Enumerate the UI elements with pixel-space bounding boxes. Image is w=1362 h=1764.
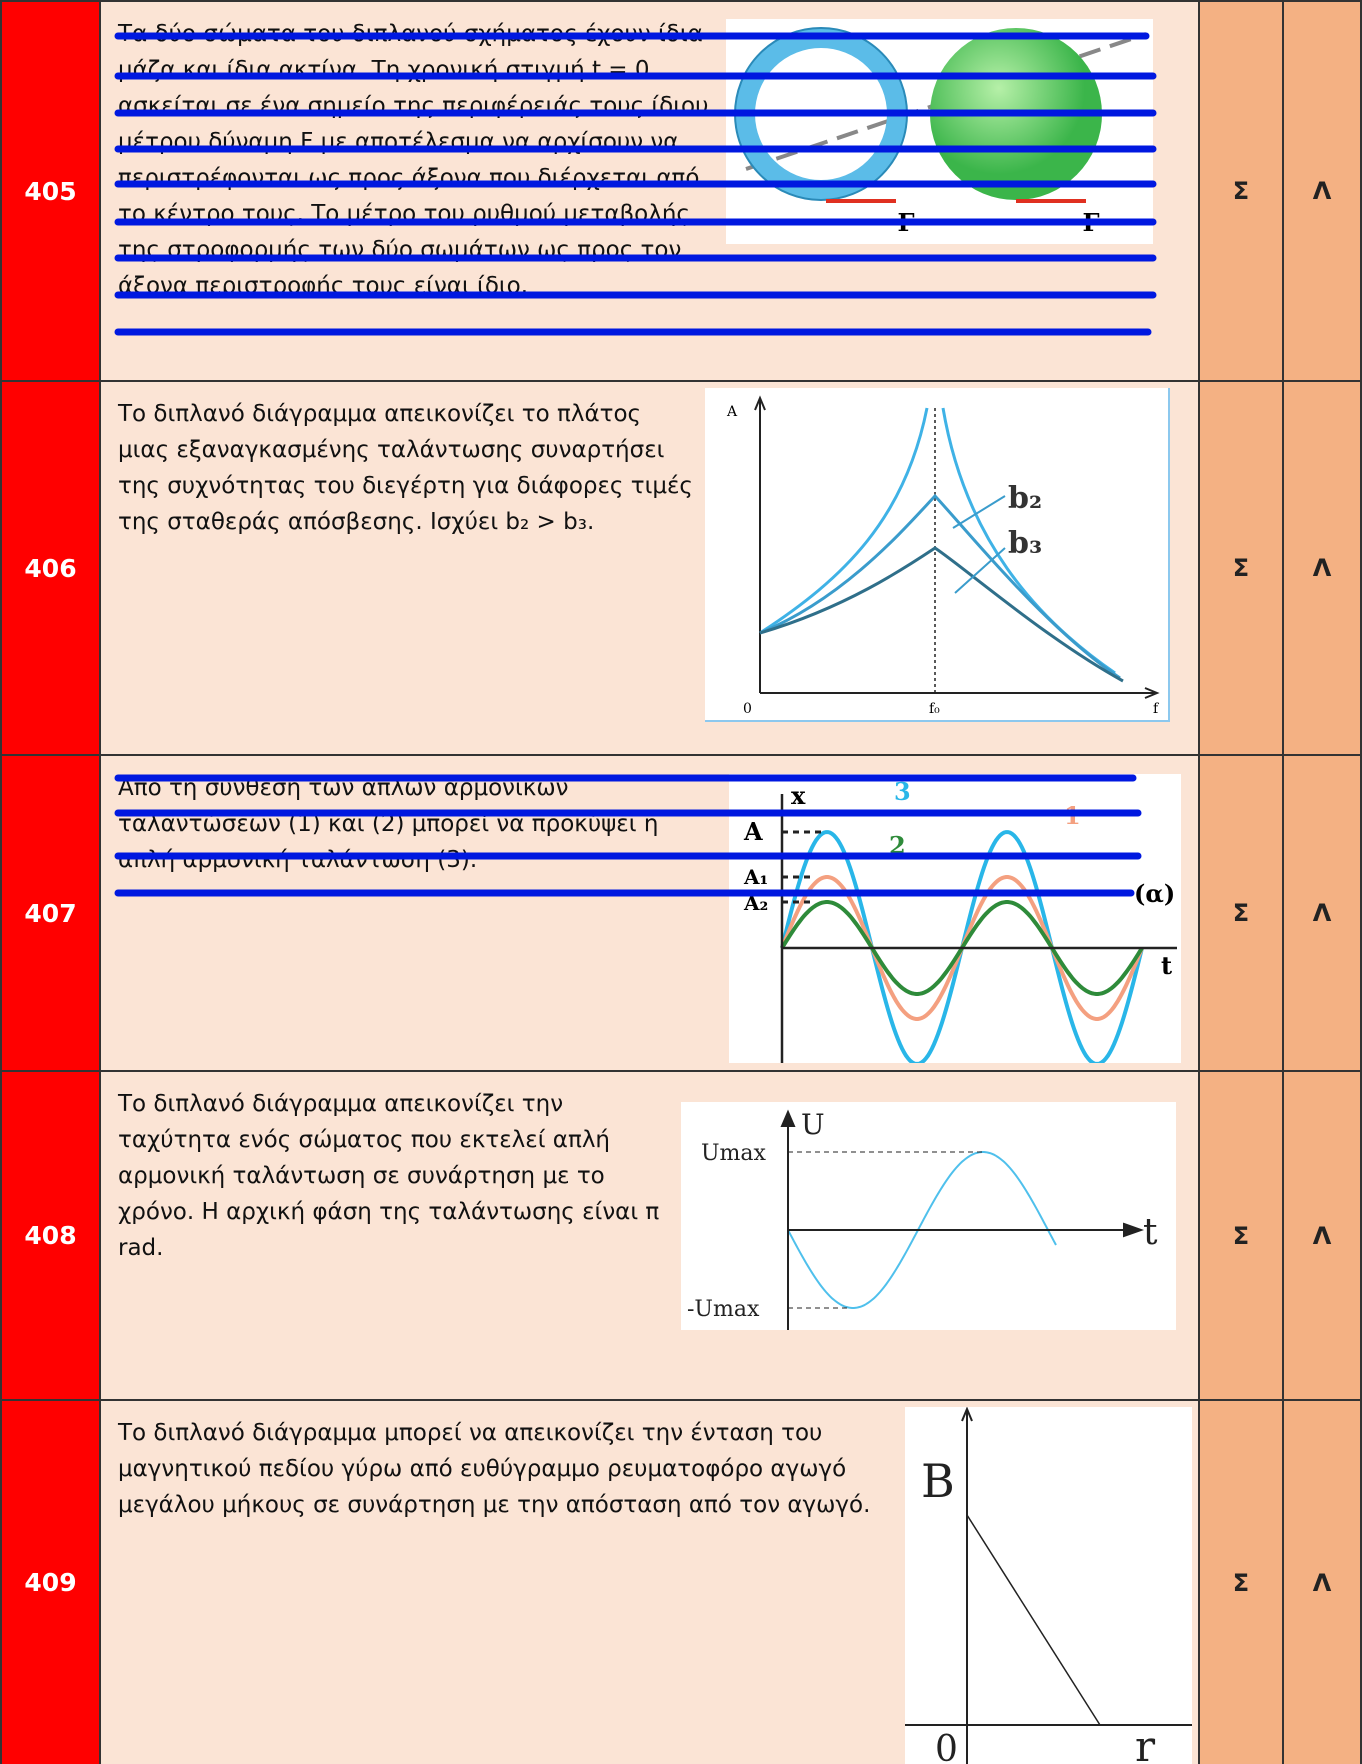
statement-text: Το διπλανό διάγραμμα απεικονίζει την ταχ… bbox=[118, 1091, 659, 1261]
figure-label: t bbox=[1161, 951, 1172, 980]
figure-label: b₂ bbox=[1008, 481, 1042, 516]
figure-label: Umax bbox=[701, 1141, 767, 1166]
true-option[interactable]: Σ bbox=[1198, 756, 1282, 1070]
statement-cell: F F Τα δύο σώματα του διπλανού σχήματος … bbox=[101, 2, 1198, 380]
figure: F F bbox=[726, 19, 1153, 244]
figure-label: A₂ bbox=[743, 891, 768, 915]
row-number: 406 bbox=[0, 382, 101, 754]
statement-text: Τα δύο σώματα του διπλανού σχήματος έχου… bbox=[118, 21, 708, 299]
figure-label: U bbox=[801, 1108, 825, 1141]
figure-label: B bbox=[921, 1454, 955, 1508]
page: 405 F F Τα δύο σώματα του διπλανού σχήμα… bbox=[0, 0, 1362, 1764]
figure-label: (α) bbox=[1134, 879, 1175, 908]
false-option[interactable]: Λ bbox=[1282, 2, 1362, 380]
false-option[interactable]: Λ bbox=[1282, 1401, 1362, 1764]
figure-label: -Umax bbox=[687, 1297, 760, 1322]
figure-label: 0 bbox=[743, 701, 752, 717]
row-number: 407 bbox=[0, 756, 101, 1070]
row: 408 U Umax -Umax t Το διπλανό διάγραμμα … bbox=[0, 1072, 1362, 1401]
row: 409 B 0 r Το διπλανό διάγραμμα μπορεί να… bbox=[0, 1401, 1362, 1764]
figure-label: A bbox=[726, 404, 738, 420]
false-option[interactable]: Λ bbox=[1282, 756, 1362, 1070]
figure-label: f₀ bbox=[929, 701, 940, 717]
figure: B 0 r bbox=[905, 1407, 1192, 1764]
figure-label: 2 bbox=[889, 831, 906, 860]
statement-text: Από τη σύνθεση των απλών αρμονικών ταλαν… bbox=[118, 775, 658, 873]
false-option[interactable]: Λ bbox=[1282, 382, 1362, 754]
statement-cell: U Umax -Umax t Το διπλανό διάγραμμα απει… bbox=[101, 1072, 1198, 1399]
figure-label: A bbox=[743, 817, 763, 846]
figure-label: b₃ bbox=[1008, 526, 1042, 561]
figure-label: 0 bbox=[935, 1729, 958, 1764]
row-number: 405 bbox=[0, 2, 101, 380]
statement-cell: x 3 1 2 A A₁ A₂ (α) t Από τη σύνθεση των… bbox=[101, 756, 1198, 1070]
true-option[interactable]: Σ bbox=[1198, 1401, 1282, 1764]
true-option[interactable]: Σ bbox=[1198, 382, 1282, 754]
statement-cell: B 0 r Το διπλανό διάγραμμα μπορεί να απε… bbox=[101, 1401, 1198, 1764]
row-number: 409 bbox=[0, 1401, 101, 1764]
figure-label: 1 bbox=[1064, 801, 1081, 830]
row: 407 x 3 1 2 A A₁ A₂ (α) t Από τη σύνθεση… bbox=[0, 756, 1362, 1072]
false-option[interactable]: Λ bbox=[1282, 1072, 1362, 1399]
figure-label: x bbox=[791, 781, 806, 810]
figure-label: r bbox=[1135, 1722, 1156, 1764]
row: 406 A b₂ b₃ 0 f₀ f Το διπλανό διάγραμμα … bbox=[0, 382, 1362, 756]
figure: x 3 1 2 A A₁ A₂ (α) t bbox=[729, 774, 1181, 1063]
statement-cell: A b₂ b₃ 0 f₀ f Το διπλανό διάγραμμα απει… bbox=[101, 382, 1198, 754]
statement-text: Το διπλανό διάγραμμα μπορεί να απεικονίζ… bbox=[118, 1420, 870, 1518]
statement-text: Το διπλανό διάγραμμα απεικονίζει το πλάτ… bbox=[118, 401, 693, 535]
figure-label: F bbox=[897, 208, 914, 237]
row-number: 408 bbox=[0, 1072, 101, 1399]
figure-label: A₁ bbox=[743, 865, 768, 889]
figure-label: t bbox=[1143, 1212, 1158, 1253]
figure-label: f bbox=[1153, 701, 1160, 717]
row: 405 F F Τα δύο σώματα του διπλανού σχήμα… bbox=[0, 0, 1362, 382]
figure: A b₂ b₃ 0 f₀ f bbox=[705, 388, 1170, 722]
figure-label: 3 bbox=[894, 777, 911, 806]
figure: U Umax -Umax t bbox=[681, 1102, 1176, 1330]
true-option[interactable]: Σ bbox=[1198, 1072, 1282, 1399]
figure-label: F bbox=[1082, 208, 1099, 237]
true-option[interactable]: Σ bbox=[1198, 2, 1282, 380]
